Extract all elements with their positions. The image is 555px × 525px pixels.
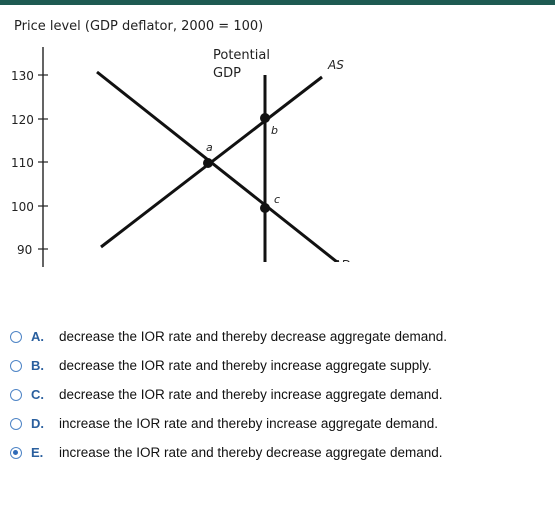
ad-curve (96, 70, 340, 262)
point-a-marker (203, 158, 213, 168)
point-c-marker (260, 203, 270, 213)
point-a-label: a (206, 141, 213, 154)
ad-as-graph: Price level (GDP deflator, 2000 = 100) 1… (0, 5, 555, 267)
y-tick-label-110: 110 (11, 156, 34, 170)
radio-a[interactable] (10, 330, 22, 343)
option-e[interactable]: E. increase the IOR rate and thereby dec… (10, 438, 550, 467)
option-a-letter: A. (31, 329, 44, 344)
option-d-text: increase the IOR rate and thereby increa… (59, 416, 438, 431)
option-b-letter: B. (31, 358, 44, 373)
option-a-text: decrease the IOR rate and thereby decrea… (59, 329, 447, 344)
option-e-letter: E. (31, 445, 44, 460)
option-c-letter: C. (31, 387, 44, 402)
radio-e[interactable] (10, 446, 22, 459)
point-b-label: b (271, 124, 278, 137)
option-c[interactable]: C. decrease the IOR rate and thereby inc… (10, 380, 550, 409)
chart-title: Price level (GDP deflator, 2000 = 100) (14, 19, 263, 34)
option-b[interactable]: B. decrease the IOR rate and thereby inc… (10, 351, 550, 380)
option-e-text: increase the IOR rate and thereby decrea… (59, 445, 443, 460)
answer-options: A. decrease the IOR rate and thereby dec… (10, 322, 550, 467)
option-b-text: decrease the IOR rate and thereby increa… (59, 358, 432, 373)
radio-c[interactable] (10, 388, 22, 401)
as-label: AS (327, 58, 344, 72)
option-c-text: decrease the IOR rate and thereby increa… (59, 387, 443, 402)
y-tick-label-130: 130 (11, 69, 34, 83)
y-tick-label-100: 100 (11, 200, 34, 214)
option-d[interactable]: D. increase the IOR rate and thereby inc… (10, 409, 550, 438)
y-tick-label-90: 90 (17, 243, 32, 257)
point-c-label: c (274, 193, 280, 206)
option-a[interactable]: A. decrease the IOR rate and thereby dec… (10, 322, 550, 351)
radio-b[interactable] (10, 359, 22, 372)
potential-label-line2: GDP (213, 66, 241, 81)
ad-label: AD (332, 258, 350, 267)
potential-label-line1: Potential (213, 48, 270, 63)
option-d-letter: D. (31, 416, 44, 431)
point-b-marker (260, 113, 270, 123)
top-accent-bar (0, 0, 555, 5)
y-tick-label-120: 120 (11, 113, 34, 127)
ad-as-graph-svg: Price level (GDP deflator, 2000 = 100) 1… (11, 19, 350, 267)
radio-d[interactable] (10, 417, 22, 430)
